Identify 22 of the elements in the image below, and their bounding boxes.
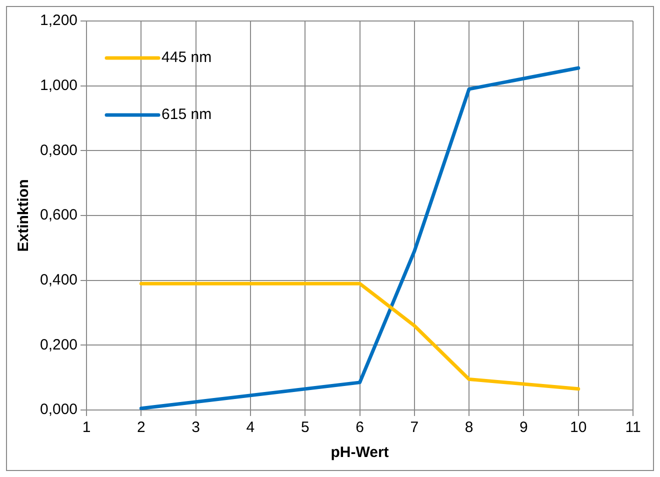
y-tick-label: 0,600 [40, 206, 78, 224]
x-tick-label: 6 [356, 419, 364, 436]
x-tick-label: 5 [300, 419, 310, 436]
legend-label: 615 nm [162, 106, 212, 124]
y-axis-title: Extinktion [15, 179, 32, 252]
y-tick-label: 1,000 [40, 76, 78, 94]
y-tick-label: 0,800 [40, 142, 78, 159]
y-tick-label: 0,200 [40, 336, 78, 354]
x-tick-label: 2 [137, 419, 146, 436]
legend-label: 445 nm [162, 49, 212, 66]
x-tick-label: 7 [410, 419, 419, 436]
y-tick-label: 1,200 [40, 12, 78, 30]
x-tick-label: 9 [520, 419, 528, 436]
y-tick-label: 0,000 [40, 401, 78, 418]
x-axis-title: pH-Wert [330, 444, 389, 462]
x-tick-label: 10 [570, 419, 587, 436]
x-tick-label: 3 [192, 419, 200, 436]
x-tick-label: 4 [246, 419, 255, 436]
x-tick-label: 11 [625, 419, 641, 436]
x-tick-label: 8 [464, 419, 474, 436]
x-tick-label: 1 [82, 419, 91, 436]
y-tick-label: 0,400 [40, 271, 78, 288]
